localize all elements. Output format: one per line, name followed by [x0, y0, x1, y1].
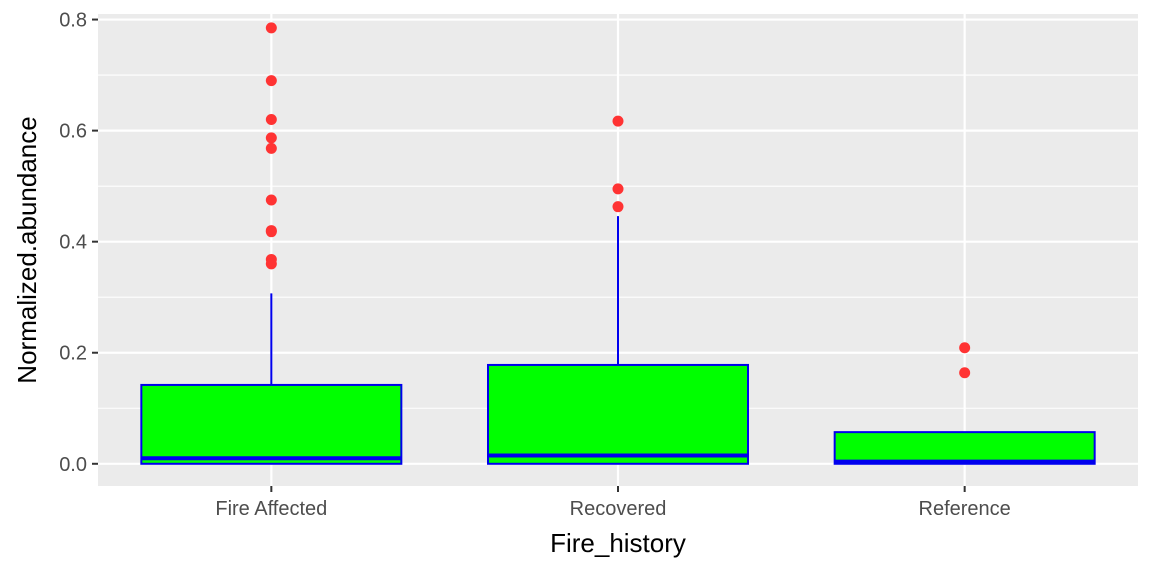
x-tick-label: Fire Affected [215, 498, 327, 520]
outlier-point [265, 226, 277, 238]
outlier-point [265, 132, 277, 144]
boxes [140, 22, 1096, 465]
outlier-point [265, 142, 277, 154]
outlier-point [612, 115, 624, 127]
outlier-point [265, 22, 277, 34]
outlier-point [265, 194, 277, 206]
y-axis: 0.0 0.2 0.4 0.6 0.8 [59, 10, 98, 476]
x-axis-title: Fire_history [550, 528, 686, 558]
outlier-point [959, 367, 971, 379]
x-axis: Fire Affected Recovered Reference [215, 486, 1011, 520]
outlier-point [959, 342, 971, 354]
box-iqr [833, 431, 1096, 465]
box-iqr [140, 383, 403, 465]
y-tick-label: 0.4 [59, 232, 87, 254]
box-iqr [487, 363, 749, 465]
outlier-point [612, 201, 624, 213]
x-tick-label: Reference [919, 498, 1011, 520]
outlier-point [265, 114, 277, 126]
y-tick-label: 0.6 [59, 121, 87, 143]
x-tick-label: Recovered [570, 498, 667, 520]
box-group [833, 342, 1096, 465]
outlier-point [265, 258, 277, 270]
box-group [487, 115, 749, 465]
y-tick-label: 0.2 [59, 343, 87, 365]
outlier-point [265, 75, 277, 87]
outlier-point [612, 183, 624, 195]
y-tick-label: 0.8 [59, 10, 87, 32]
y-axis-title: Normalized.abundance [12, 116, 42, 383]
box-group [140, 22, 403, 465]
y-tick-label: 0.0 [59, 454, 87, 476]
